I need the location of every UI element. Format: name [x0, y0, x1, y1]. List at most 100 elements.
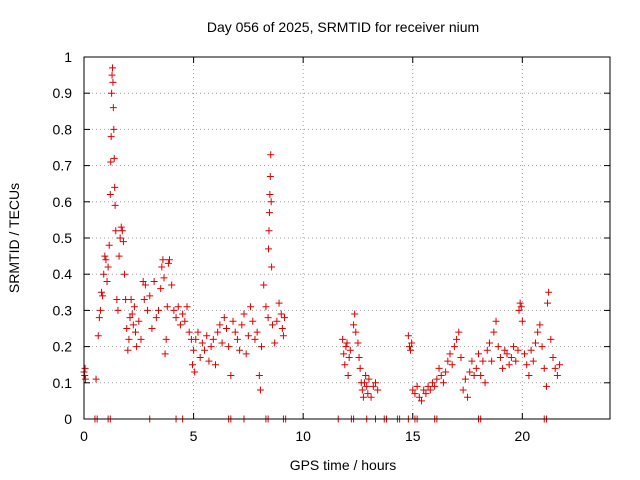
data-point [446, 350, 454, 358]
data-point [152, 314, 160, 322]
data-point [117, 223, 125, 231]
data-point [479, 357, 487, 365]
data-point [468, 357, 476, 365]
data-point [162, 335, 170, 343]
data-point [231, 328, 239, 336]
data-point [176, 321, 184, 329]
y-tick-label: 0 [64, 411, 72, 427]
x-tick-label: 15 [405, 428, 421, 444]
data-point [450, 343, 458, 351]
data-point [477, 372, 485, 380]
data-point [113, 296, 121, 304]
data-point [536, 321, 544, 329]
data-point [127, 296, 135, 304]
data-point [109, 104, 117, 112]
data-point [225, 343, 233, 351]
data-point [437, 372, 445, 380]
data-point [531, 339, 539, 347]
data-point [170, 306, 178, 314]
y-tick-label: 0.1 [53, 375, 73, 391]
data-point [185, 328, 193, 336]
data-point [222, 325, 230, 332]
data-point [267, 151, 275, 159]
data-point [262, 303, 270, 311]
data-point [553, 372, 561, 380]
data-point [424, 382, 432, 390]
data-point [345, 353, 353, 361]
data-point [361, 379, 369, 387]
data-point [359, 393, 367, 401]
data-point [256, 386, 264, 394]
data-point [244, 332, 252, 340]
data-point [129, 321, 137, 329]
data-point [109, 78, 117, 86]
data-point [150, 277, 158, 285]
data-point [496, 353, 504, 361]
data-point [514, 346, 522, 354]
data-point [538, 343, 546, 351]
data-point [264, 314, 272, 322]
data-point [529, 357, 537, 365]
data-point [540, 364, 548, 372]
data-point [181, 317, 189, 325]
data-point [205, 357, 213, 365]
data-point [358, 386, 366, 394]
data-point [233, 335, 241, 343]
data-point [101, 252, 109, 260]
data-point [100, 270, 108, 278]
data-point [490, 328, 498, 336]
data-point [481, 379, 489, 387]
data-point [411, 390, 419, 398]
data-point [92, 375, 100, 383]
data-point [512, 357, 520, 365]
data-point [547, 335, 555, 343]
data-point [339, 335, 347, 343]
data-point [123, 325, 131, 332]
y-tick-label: 0.6 [53, 194, 73, 210]
data-point [415, 393, 423, 401]
x-axis-label: GPS time / hours [290, 457, 397, 473]
data-point [81, 364, 89, 372]
data-point [470, 372, 478, 380]
data-point [505, 361, 513, 369]
data-point [351, 310, 359, 318]
data-points [80, 64, 564, 423]
data-point [457, 353, 465, 361]
data-point [207, 343, 215, 351]
data-point [227, 372, 235, 380]
data-point [545, 288, 553, 296]
data-point [157, 285, 165, 293]
data-point [124, 346, 132, 354]
data-point [102, 256, 110, 264]
data-point [422, 390, 430, 398]
data-point [159, 256, 167, 264]
data-point [229, 317, 237, 325]
axis-ticks: 00.10.20.30.40.50.60.70.80.910 5 10 15 20 [53, 49, 610, 444]
data-point [108, 64, 116, 72]
data-point [121, 270, 129, 278]
data-point [111, 201, 119, 209]
data-point [126, 314, 134, 322]
data-point [168, 281, 176, 289]
data-point [448, 361, 456, 369]
data-point [115, 252, 123, 260]
data-point [112, 227, 120, 235]
data-point [188, 361, 196, 369]
data-point [110, 154, 118, 162]
data-point [265, 227, 273, 235]
data-point [214, 328, 222, 336]
data-point [433, 375, 441, 383]
y-axis-label: SRMTID / TECUs [6, 183, 22, 293]
data-point [516, 299, 524, 307]
data-point [362, 372, 370, 380]
data-point [190, 346, 198, 354]
data-point [407, 346, 415, 354]
data-point [544, 299, 552, 307]
data-point [104, 263, 112, 271]
data-point [442, 368, 450, 376]
data-point [354, 339, 362, 347]
data-point [369, 382, 377, 390]
data-point [525, 372, 533, 380]
data-point [139, 277, 147, 285]
